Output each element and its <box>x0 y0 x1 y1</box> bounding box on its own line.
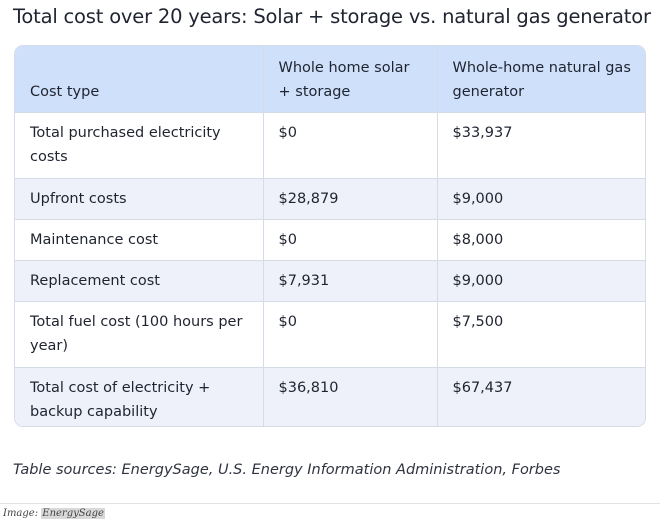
cost-comparison-table: Cost type Whole home solar + storage Who… <box>14 45 646 427</box>
table-title: Total cost over 20 years: Solar + storag… <box>13 5 651 28</box>
caption-label: Image: <box>3 508 42 519</box>
table-row: Total cost of electricity + backup capab… <box>15 367 645 426</box>
cost-type-cell: Maintenance cost <box>30 231 159 248</box>
cost-type-cell: Total cost of electricity + backup capab… <box>30 379 211 420</box>
image-caption: Image: EnergySage <box>3 508 105 519</box>
table-row: Maintenance cost $0 $8,000 <box>15 219 645 260</box>
gas-value-cell: $33,937 <box>436 112 645 178</box>
solar-value-cell: $0 <box>262 112 437 178</box>
gas-value-cell: $9,000 <box>436 260 645 301</box>
cost-type-cell: Upfront costs <box>30 190 127 207</box>
table-row: Upfront costs $28,879 $9,000 <box>15 178 645 219</box>
gas-value-cell: $8,000 <box>436 219 645 260</box>
table-row: Total purchased electricity costs $0 $33… <box>15 112 645 178</box>
caption-credit: EnergySage <box>41 508 105 519</box>
cost-type-cell: Replacement cost <box>30 272 160 289</box>
solar-value-cell: $0 <box>262 219 437 260</box>
cost-type-cell: Total purchased electricity costs <box>30 124 221 165</box>
divider <box>0 503 660 504</box>
gas-value-cell: $7,500 <box>436 301 645 367</box>
solar-value-cell: $36,810 <box>262 367 437 426</box>
table-sources: Table sources: EnergySage, U.S. Energy I… <box>13 462 561 478</box>
cost-type-cell: Total fuel cost (100 hours per year) <box>30 313 243 354</box>
gas-value-cell: $67,437 <box>436 367 645 426</box>
gas-value-cell: $9,000 <box>436 178 645 219</box>
header-gas-generator: Whole-home natural gas generator <box>436 46 645 112</box>
header-solar-storage: Whole home solar + storage <box>262 46 437 112</box>
table-header-row: Cost type Whole home solar + storage Who… <box>15 46 645 112</box>
solar-value-cell: $28,879 <box>262 178 437 219</box>
solar-value-cell: $7,931 <box>262 260 437 301</box>
header-cost-type: Cost type <box>30 83 100 100</box>
table-row: Total fuel cost (100 hours per year) $0 … <box>15 301 645 367</box>
table-row: Replacement cost $7,931 $9,000 <box>15 260 645 301</box>
solar-value-cell: $0 <box>262 301 437 367</box>
